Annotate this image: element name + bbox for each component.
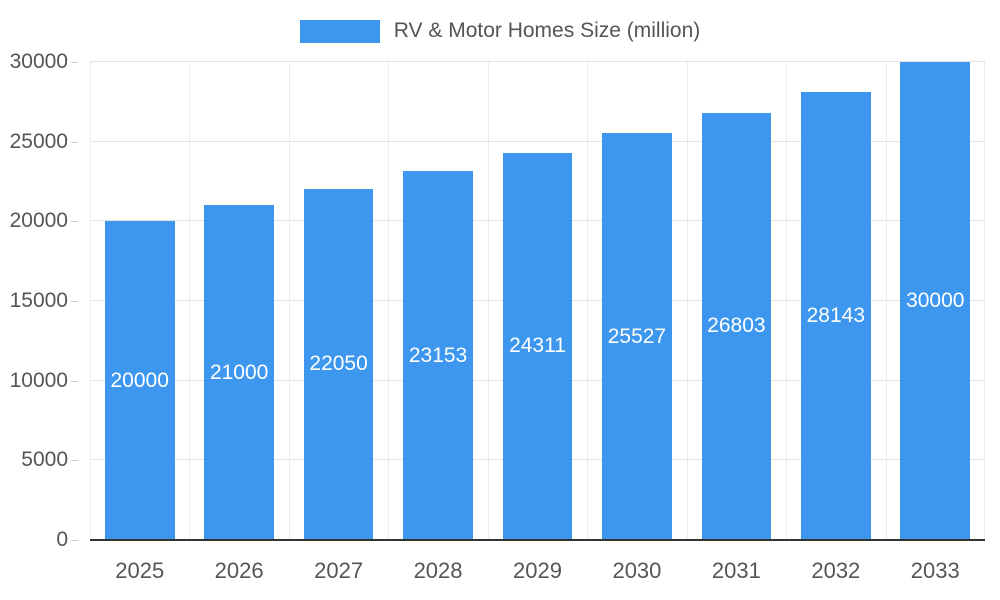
bar-value-label: 25527 bbox=[607, 324, 667, 348]
bar-2030[interactable]: 25527 bbox=[602, 133, 672, 540]
x-axis-baseline bbox=[90, 539, 985, 541]
y-axis-tick bbox=[71, 301, 78, 302]
y-axis-tick bbox=[71, 540, 78, 541]
vertical-gridline bbox=[686, 62, 688, 540]
y-axis-label: 10000 bbox=[9, 368, 68, 392]
legend-color-swatch-icon bbox=[299, 19, 380, 43]
x-axis-label: 2029 bbox=[513, 558, 562, 583]
x-axis-label: 2028 bbox=[413, 558, 463, 583]
bar-value-label: 28143 bbox=[806, 303, 866, 327]
gridline bbox=[90, 61, 985, 62]
y-axis: 0 5000 10000 15000 20000 25000 30000 bbox=[0, 51, 78, 551]
y-axis-tick bbox=[71, 221, 78, 223]
y-axis-label: 15000 bbox=[9, 289, 68, 312]
vertical-gridline bbox=[786, 62, 788, 540]
bar-2027[interactable]: 22050 bbox=[303, 188, 374, 540]
vertical-gridline bbox=[90, 62, 91, 540]
vertical-gridline bbox=[885, 62, 887, 540]
bar-2033[interactable]: 30000 bbox=[900, 62, 971, 540]
bar-value-label: 20000 bbox=[110, 368, 169, 392]
y-axis-label: 20000 bbox=[9, 209, 68, 233]
bar-2029[interactable]: 24311 bbox=[502, 152, 573, 540]
vertical-gridline bbox=[388, 62, 390, 540]
y-axis-tick bbox=[71, 460, 78, 462]
y-axis-label: 30000 bbox=[9, 50, 68, 73]
gridline bbox=[90, 140, 985, 142]
x-axis-label: 2026 bbox=[214, 558, 264, 583]
vertical-gridline bbox=[189, 62, 191, 540]
bar-value-label: 30000 bbox=[906, 289, 965, 312]
y-axis-label: 0 bbox=[56, 528, 68, 551]
y-axis-tick bbox=[71, 141, 78, 143]
x-axis-label: 2033 bbox=[910, 558, 960, 583]
x-axis-label: 2025 bbox=[115, 558, 165, 583]
y-axis-tick bbox=[71, 62, 78, 63]
legend: RV & Motor Homes Size (million) bbox=[0, 17, 1000, 45]
chart-title: RV & Motor Homes Size (million) bbox=[393, 19, 701, 42]
x-axis: 2025 2026 2027 2028 2029 2030 2031 2032 2033 bbox=[90, 552, 985, 592]
x-axis-label: 2030 bbox=[612, 558, 662, 583]
bar-value-label: 22050 bbox=[309, 352, 368, 376]
vertical-gridline bbox=[587, 62, 589, 540]
bar-value-label: 21000 bbox=[209, 360, 269, 384]
y-axis-tick bbox=[71, 380, 78, 382]
y-axis-label: 25000 bbox=[9, 129, 68, 153]
bar-value-label: 26803 bbox=[707, 314, 766, 338]
x-axis-label: 2032 bbox=[811, 558, 861, 583]
x-axis-label: 2031 bbox=[711, 558, 761, 583]
bar-2028[interactable]: 23153 bbox=[403, 171, 473, 540]
vertical-gridline bbox=[288, 62, 290, 540]
plot-area: 20000 21000 22050 23153 24311 25527 26803 28143… bbox=[90, 61, 985, 541]
x-axis-label: 2027 bbox=[314, 558, 364, 583]
bar-2026[interactable]: 21000 bbox=[204, 205, 274, 540]
vertical-gridline bbox=[984, 62, 985, 540]
bar-2031[interactable]: 26803 bbox=[701, 112, 772, 540]
vertical-gridline bbox=[487, 62, 489, 540]
bar-2032[interactable]: 28143 bbox=[801, 91, 871, 540]
bar-value-label: 23153 bbox=[408, 343, 468, 367]
bar-value-label: 24311 bbox=[509, 334, 566, 358]
bar-2025[interactable]: 20000 bbox=[104, 221, 175, 540]
y-axis-label: 5000 bbox=[21, 448, 68, 472]
